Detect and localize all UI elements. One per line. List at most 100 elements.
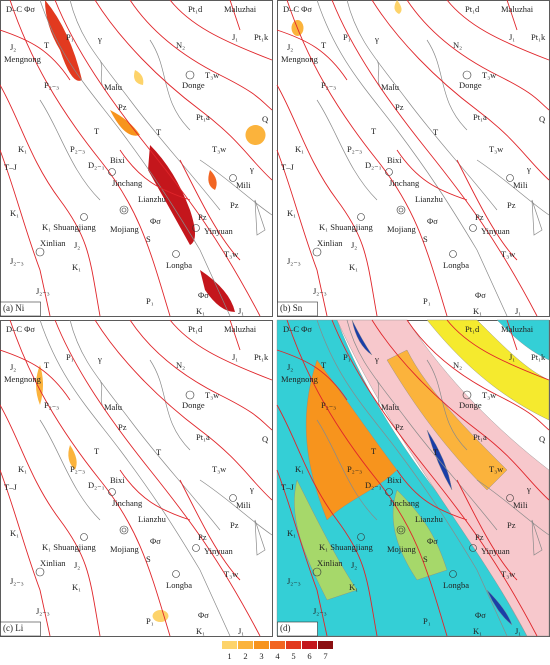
map-label: Mojiang: [110, 224, 140, 234]
map-label: T: [44, 360, 50, 370]
map-label: Mojiang: [387, 224, 417, 234]
map-label: Xinlian: [317, 558, 343, 568]
map-label: P₁: [343, 32, 351, 42]
map-label: Mengnong: [4, 54, 42, 64]
panel-label-box: [277, 301, 318, 317]
geologic-unit: [386, 349, 508, 491]
map-label: Longba: [166, 260, 192, 270]
map-label: Lianzhu: [415, 514, 444, 524]
map-label: T–J: [281, 162, 294, 172]
map-label: D₂₋₁: [88, 480, 105, 490]
map-label: Malu: [104, 402, 123, 412]
map-label: T₃w: [205, 390, 220, 400]
map-label: Yinyuan: [204, 546, 234, 556]
map-label: J₁: [238, 306, 244, 316]
map-label: Xinlian: [40, 238, 66, 248]
map-label: J₂: [351, 560, 357, 570]
map-label: Longba: [166, 580, 192, 590]
map-label: J₁: [509, 352, 515, 362]
map-label: K₁: [196, 626, 205, 636]
map-label: T₃w: [489, 144, 504, 154]
panel-label: (d): [280, 623, 291, 633]
anomaly: [245, 125, 266, 145]
map-label: Pt₁a: [196, 432, 210, 442]
map-label: J₂₋₃: [287, 256, 301, 266]
map-label: T₃w: [212, 144, 227, 154]
map-label: Pt₁a: [473, 112, 487, 122]
map-label: P₁: [423, 616, 431, 626]
map-label: Pz: [395, 102, 404, 112]
map-label: Pz: [507, 520, 516, 530]
map-label: D–C Φσ: [6, 324, 35, 334]
panel-label: (b) Sn: [280, 303, 303, 313]
map-label: Pt₁d: [188, 4, 203, 14]
map-label: P₂₋₃: [321, 400, 336, 410]
legend-label: 3: [259, 651, 263, 661]
map-label: Maluzhai: [501, 4, 534, 14]
map-label: J₂₋₃: [36, 606, 50, 616]
map-label: Mili: [513, 500, 528, 510]
legend-swatch: [238, 641, 253, 649]
legend-swatch: [286, 641, 301, 649]
map-label: Maluzhai: [501, 324, 534, 334]
map-label: P₁: [66, 32, 74, 42]
map-label: Pz: [230, 520, 239, 530]
map-label: Xinlian: [40, 558, 66, 568]
map-label: K₁: [287, 208, 296, 218]
map-label: Donge: [459, 80, 482, 90]
geologic-unit: [351, 319, 373, 356]
map-label: T₃w: [482, 70, 497, 80]
map-label: Bixi: [110, 155, 125, 165]
map-label: T: [433, 447, 439, 457]
map-label: K₁: [287, 528, 296, 538]
map-label: D₂₋₁: [88, 160, 105, 170]
map-label: T₃w: [224, 569, 239, 579]
map-label: Pz: [475, 532, 484, 542]
map-label: Pt₁k: [254, 352, 269, 362]
map-label: T: [94, 126, 100, 136]
map-label: J₂: [287, 362, 293, 372]
map-label: D₂₋₁: [365, 480, 382, 490]
map-label: J₂₋₃: [10, 256, 24, 266]
map-label: P₁: [423, 296, 431, 306]
map-label: Lianzhu: [138, 514, 167, 524]
map-label: Maluzhai: [224, 324, 257, 334]
map-label: Bixi: [110, 475, 125, 485]
map-label: K₁: [72, 582, 81, 592]
map-label: Pz: [395, 422, 404, 432]
panel-frame: [277, 0, 550, 317]
map-label: T: [94, 446, 100, 456]
anomaly: [45, 0, 82, 81]
anomaly: [200, 270, 235, 312]
map-label: Mili: [513, 180, 528, 190]
map-label: D–C Φσ: [283, 324, 312, 334]
map-label: Pz: [118, 102, 127, 112]
map-label: T: [321, 40, 327, 50]
map-label: K₁: [473, 306, 482, 316]
map-label: T₃w: [482, 390, 497, 400]
legend-swatch: [318, 641, 333, 649]
map-label: P₂₋₃: [321, 80, 336, 90]
map-label: Xinlian: [317, 238, 343, 248]
map-label: Bixi: [387, 155, 402, 165]
anomaly: [110, 110, 140, 136]
map-label: Jinchang: [389, 498, 420, 508]
legend-swatch: [222, 641, 237, 649]
map-label: Pz: [507, 200, 516, 210]
map-label: Φσ: [475, 290, 486, 300]
map-label: T: [433, 127, 439, 137]
map-label: K₁: [18, 464, 27, 474]
map-label: K₁ Shuangjiang: [42, 542, 96, 552]
map-label: Q: [539, 114, 545, 124]
map-label: Mojiang: [387, 544, 417, 554]
map-label: Lianzhu: [415, 194, 444, 204]
map-label: Mili: [236, 500, 251, 510]
map-label: T₃w: [212, 464, 227, 474]
map-label: J₂: [10, 42, 16, 52]
map-label: K₁ Shuangjiang: [319, 542, 373, 552]
map-label: T: [371, 126, 377, 136]
map-label: Pt₁k: [531, 32, 546, 42]
geologic-unit: [486, 589, 513, 626]
